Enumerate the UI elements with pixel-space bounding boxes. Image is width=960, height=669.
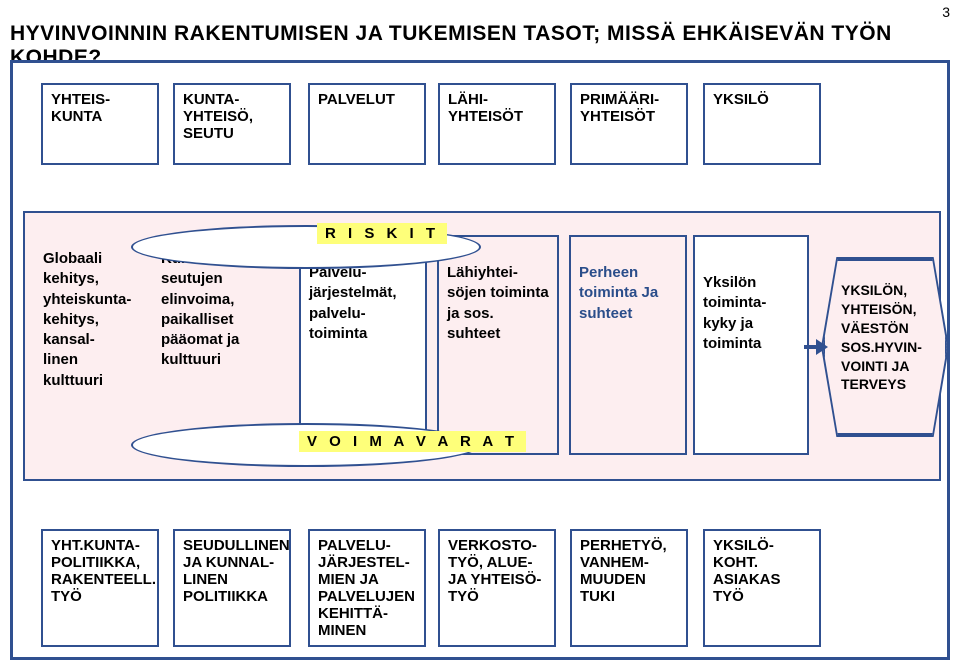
footer-palvelu: PALVELU-JÄRJESTEL-MIEN JA PALVELUJEN KEH… (308, 529, 426, 647)
header-lahiyhteisot: LÄHI-YHTEISÖT (438, 83, 556, 165)
diagram-frame: YHTEIS-KUNTA KUNTA-YHTEISÖ,SEUTU PALVELU… (10, 60, 950, 660)
footer-yksilokoht: YKSILÖ-KOHT. ASIAKAS TYÖ (703, 529, 821, 647)
header-palvelut: PALVELUT (308, 83, 426, 165)
mid-globaali: Globaali kehitys, yhteiskunta-kehitys, k… (35, 235, 143, 455)
mid-lahiyhteiso: Lähiyhtei-söjen toiminta ja sos. suhteet (437, 235, 559, 455)
header-primaariyhteisot: PRIMÄÄRI-YHTEISÖT (570, 83, 688, 165)
footer-yhtkunta: YHT.KUNTA-POLITIIKKA, RAKENTEELL. TYÖ (41, 529, 159, 647)
mid-perheen: Perheen toiminta Ja suhteet (569, 235, 687, 455)
page-number: 3 (942, 4, 950, 20)
footer-seudullinen: SEUDULLINEN JA KUNNAL-LINEN POLITIIKKA (173, 529, 291, 647)
mid-yksilon: Yksilön toiminta-kyky ja toiminta (693, 235, 809, 455)
outcome-text: YKSILÖN, YHTEISÖN, VÄESTÖN SOS.HYVIN-VOI… (823, 259, 947, 435)
header-yksilo: YKSILÖ (703, 83, 821, 165)
footer-perhetyo: PERHETYÖ, VANHEM-MUUDEN TUKI (570, 529, 688, 647)
header-kuntayhteiso: KUNTA-YHTEISÖ,SEUTU (173, 83, 291, 165)
header-yhteiskunta: YHTEIS-KUNTA (41, 83, 159, 165)
label-riskit: R I S K I T (317, 223, 447, 244)
footer-verkosto: VERKOSTO-TYÖ, ALUE- JA YHTEISÖ-TYÖ (438, 529, 556, 647)
outcome-shape: YKSILÖN, YHTEISÖN, VÄESTÖN SOS.HYVIN-VOI… (823, 259, 947, 435)
label-voimavarat: V O I M A V A R A T (299, 431, 526, 452)
